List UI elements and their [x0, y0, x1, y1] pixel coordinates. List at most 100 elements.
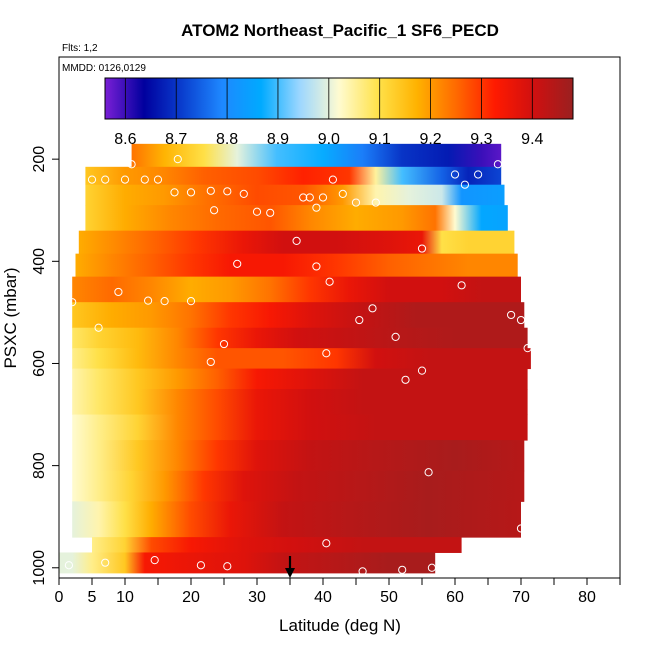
heatmap-row	[72, 501, 521, 538]
sample-point	[417, 244, 427, 253]
sample-point	[186, 188, 196, 197]
x-tick-label: 5	[88, 589, 97, 606]
x-tick-label: 80	[578, 589, 596, 606]
sample-point	[101, 175, 110, 184]
sample-point	[328, 175, 337, 184]
sample-point	[325, 277, 334, 286]
heatmap-row	[72, 327, 528, 349]
sample-point	[173, 155, 182, 164]
sample-point	[206, 186, 215, 195]
heatmap-row	[85, 205, 508, 232]
sample-point	[186, 297, 196, 306]
sample-point	[391, 332, 400, 342]
sample-point	[64, 561, 74, 570]
heatmap-row	[92, 537, 462, 553]
sample-point	[312, 262, 321, 271]
heatmap-row	[85, 166, 502, 186]
sample-point	[120, 175, 130, 184]
sample-point	[114, 287, 123, 297]
sample-point	[94, 323, 103, 332]
sample-point	[507, 310, 516, 320]
sample-point	[322, 539, 331, 548]
sample-point	[219, 339, 229, 349]
sample-point	[516, 524, 526, 533]
colorbar-gradient	[104, 77, 574, 120]
sample-point	[299, 193, 308, 202]
sample-point	[401, 375, 410, 384]
y-axis-ticks: 200 400 600 800 1000	[31, 146, 59, 586]
y-tick-label: 800	[31, 452, 48, 479]
sample-point	[460, 180, 469, 189]
heatmap-row	[78, 230, 515, 255]
sample-point	[318, 193, 328, 202]
colorbar-tick-label: 9.0	[318, 131, 340, 148]
colorbar-tick-label: 8.9	[267, 131, 289, 148]
x-tick-label: 10	[116, 589, 134, 606]
sample-point	[322, 349, 331, 358]
y-tick-label: 600	[31, 350, 48, 377]
sample-point	[160, 297, 169, 306]
sample-point	[450, 170, 460, 179]
sample-point	[305, 193, 314, 202]
sample-point	[170, 188, 179, 197]
sample-point	[140, 175, 149, 184]
chart-title: ATOM2 Northeast_Pacific_1 SF6_PECD	[181, 21, 499, 40]
sample-point	[196, 561, 205, 570]
heatmap-row	[72, 348, 531, 370]
sample-point	[150, 556, 159, 565]
sample-point	[371, 198, 380, 207]
heatmap-row	[72, 470, 525, 502]
sample-point	[457, 281, 466, 290]
heatmap-row	[72, 389, 528, 416]
y-tick-label: 200	[31, 146, 48, 173]
heatmap-row	[72, 368, 528, 390]
sample-point	[101, 558, 110, 567]
x-tick-label: 60	[446, 589, 464, 606]
sample-point	[206, 357, 215, 367]
y-axis-label: PSXC (mbar)	[1, 267, 20, 368]
sample-point	[144, 296, 153, 305]
sample-point	[233, 259, 242, 268]
heatmap-row	[72, 302, 525, 329]
x-axis-ticks: 0 5 10 20 30 40 50 60 70 80	[55, 578, 621, 606]
sample-point	[223, 187, 232, 196]
sample-point	[312, 203, 321, 212]
heatmap-row	[59, 552, 436, 574]
sample-point	[417, 366, 427, 375]
sample-point	[292, 236, 301, 245]
sample-point	[474, 170, 483, 179]
x-tick-label: 20	[182, 589, 200, 606]
x-tick-label: 50	[380, 589, 398, 606]
sample-point	[493, 160, 502, 169]
heatmap-row	[72, 440, 525, 472]
sample-points	[64, 155, 532, 576]
colorbar-tick-label: 9.2	[419, 131, 441, 148]
sample-point	[424, 468, 433, 477]
sample-point	[338, 189, 347, 198]
heatmap-row	[85, 184, 505, 206]
colorbar-tick-label: 8.6	[114, 131, 136, 148]
sample-point	[266, 208, 275, 217]
x-tick-label: 30	[248, 589, 266, 606]
x-axis-label: Latitude (deg N)	[279, 616, 401, 635]
sample-point	[87, 175, 97, 184]
x-tick-label: 0	[55, 589, 64, 606]
sample-point	[516, 315, 526, 325]
colorbar: 8.6 8.7 8.8 8.9 9.0 9.1 9.2 9.3 9.4	[104, 77, 574, 148]
heatmap-row	[72, 276, 521, 303]
colorbar-tick-label: 8.8	[216, 131, 238, 148]
sample-point	[355, 315, 364, 325]
heatmap-row	[75, 253, 518, 278]
heatmap-rows	[59, 143, 531, 574]
sample-point	[223, 562, 232, 571]
sample-point	[68, 298, 77, 307]
colorbar-tick-label: 9.3	[470, 131, 492, 148]
heatmap-row	[72, 414, 528, 441]
sample-point	[153, 175, 163, 184]
sample-point	[398, 565, 407, 574]
heatmap-row	[131, 143, 502, 168]
colorbar-tick-label: 8.7	[165, 131, 187, 148]
mmdd-label: MMDD: 0126,0129	[62, 63, 146, 74]
